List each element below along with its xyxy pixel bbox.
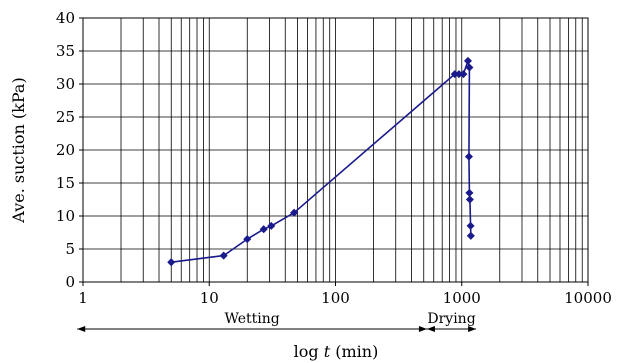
x-axis-title-unit: (min) [330,342,378,361]
data-point-marker [167,258,176,267]
y-tick-label: 40 [56,9,75,27]
data-point-marker [463,56,472,65]
x-tick-label: 10 [200,289,219,307]
data-point-marker [465,195,474,204]
grid [82,17,588,283]
phase-arrowhead-right [418,326,427,332]
y-axis-title: Ave. suction (kPa) [9,77,28,223]
data-point-marker [267,221,276,230]
data-point-marker [465,188,474,197]
data-point-marker [259,225,268,234]
x-tick-label: 1000 [443,289,481,307]
data-point-marker [243,235,252,244]
phase-arrowhead-left [426,326,435,332]
phase-label: Wetting [224,311,279,327]
x-tick-label: 1 [78,289,88,307]
y-axis-ticks: 0 5 10 15 20 25 30 35 40 [56,9,83,291]
y-tick-label: 35 [56,42,75,60]
data-point-marker [466,231,475,240]
y-tick-label: 0 [65,273,75,291]
phase-arrowhead-left [77,326,86,332]
phase-arrowhead-right [468,326,477,332]
y-tick-label: 20 [56,141,75,159]
data-point-marker [459,70,468,79]
phase-annotations: Wetting Drying [77,311,477,332]
x-tick-label: 10000 [564,289,612,307]
x-axis-title-variable: t [324,342,331,361]
data-series [167,56,475,267]
x-axis-ticks: 1 10 100 1000 10000 [78,282,612,307]
data-point-marker [466,221,475,230]
y-tick-label: 10 [56,207,75,225]
series-line [171,60,472,263]
x-axis-title-prefix: log [294,342,324,361]
y-tick-label: 5 [65,240,75,258]
x-tick-label: 100 [321,289,350,307]
data-point-marker [464,152,473,161]
data-point-marker [290,208,299,217]
y-tick-label: 25 [56,108,75,126]
y-tick-label: 30 [56,75,75,93]
data-point-marker [465,63,474,72]
x-axis-title: log t (min) [294,342,379,361]
data-point-marker [219,251,228,260]
y-tick-label: 15 [56,174,75,192]
phase-label: Drying [427,311,475,327]
